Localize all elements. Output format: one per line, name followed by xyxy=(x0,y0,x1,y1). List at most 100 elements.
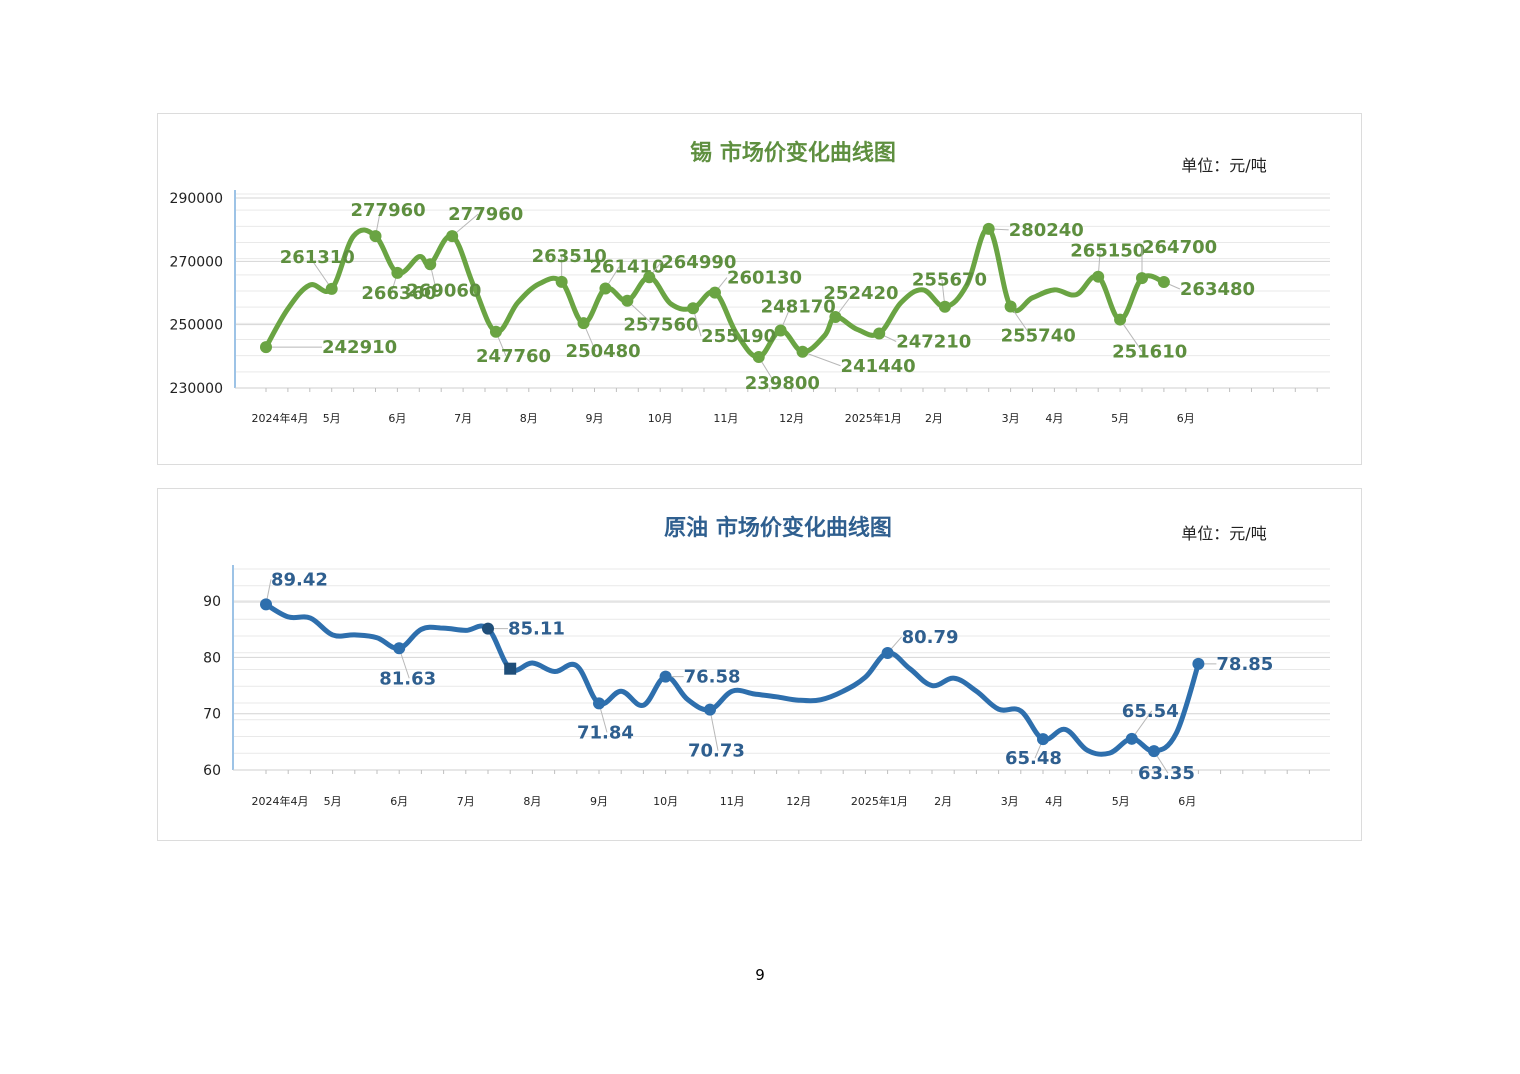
data-point xyxy=(982,222,995,235)
data-label: 65.48 xyxy=(1005,748,1062,769)
x-tick-label: 2024年4月 xyxy=(252,794,309,808)
x-tick-label: 4月 xyxy=(1045,795,1063,808)
x-tick-label: 6月 xyxy=(388,412,406,425)
data-label: 263510 xyxy=(532,246,607,267)
data-point xyxy=(555,275,568,288)
page-number: 9 xyxy=(755,966,765,984)
x-tick-label: 11月 xyxy=(720,795,745,808)
chart-unit-label: 单位：元/吨 xyxy=(1181,156,1266,175)
x-tick-label: 7月 xyxy=(454,412,472,425)
data-point xyxy=(391,266,404,279)
x-tick-label: 10月 xyxy=(653,795,678,808)
chart-unit-label: 单位：元/吨 xyxy=(1181,524,1266,543)
data-label: 63.35 xyxy=(1138,763,1195,784)
data-point xyxy=(393,642,406,655)
data-label: 89.42 xyxy=(271,569,328,590)
x-tick-label: 9月 xyxy=(590,795,608,808)
data-label: 78.85 xyxy=(1216,654,1273,675)
data-label: 252420 xyxy=(823,283,898,304)
data-label: 269060 xyxy=(406,280,481,301)
data-point xyxy=(774,324,787,337)
y-tick-label: 90 xyxy=(203,594,221,610)
data-label: 265150 xyxy=(1070,241,1145,262)
data-label: 264990 xyxy=(661,252,736,273)
data-label: 277960 xyxy=(351,200,426,221)
data-label: 250480 xyxy=(566,341,641,362)
x-tick-label: 5月 xyxy=(1112,795,1130,808)
data-label: 264700 xyxy=(1142,237,1217,258)
data-point xyxy=(708,286,721,299)
data-label: 81.63 xyxy=(379,668,436,689)
x-tick-label: 6月 xyxy=(1178,795,1196,808)
data-label: 76.58 xyxy=(684,667,741,688)
data-point xyxy=(260,598,272,611)
data-label: 71.84 xyxy=(577,722,634,743)
data-point xyxy=(1004,300,1017,313)
data-point xyxy=(704,703,716,716)
y-tick-label: 70 xyxy=(203,707,221,723)
crude-oil-price-chart: 原油 市场价变化曲线图 单位：元/吨 60 70 80 90 2024年4月 5月 6月 7月 8月… xyxy=(203,515,1330,808)
y-tick-label: 290000 xyxy=(170,191,223,207)
x-tick-label: 3月 xyxy=(1002,412,1020,425)
x-tick-label: 11月 xyxy=(713,412,738,425)
x-tick-label: 4月 xyxy=(1045,412,1063,425)
label-leader-line xyxy=(709,709,719,751)
x-tick-label: 3月 xyxy=(1001,795,1019,808)
y-tick-label: 270000 xyxy=(170,254,223,270)
data-point xyxy=(1114,313,1127,326)
data-label: 247760 xyxy=(476,346,551,367)
data-point xyxy=(687,302,700,315)
y-tick-label: 60 xyxy=(203,763,221,779)
data-label: 248170 xyxy=(761,296,836,317)
x-tick-label: 2月 xyxy=(934,795,952,808)
data-point xyxy=(1136,272,1148,285)
data-label: 260130 xyxy=(727,268,802,289)
data-label: 266360 xyxy=(361,283,436,304)
data-point xyxy=(643,271,656,284)
data-label: 85.11 xyxy=(508,619,565,640)
chart-title: 原油 市场价变化曲线图 xyxy=(664,515,892,541)
x-tick-label: 12月 xyxy=(786,795,811,808)
x-tick-label: 5月 xyxy=(324,795,342,808)
data-label: 255740 xyxy=(1001,325,1076,346)
data-label: 280240 xyxy=(1009,220,1084,241)
data-label: 239800 xyxy=(745,373,820,394)
y-tick-label: 230000 xyxy=(170,381,223,397)
data-point xyxy=(873,327,886,340)
data-point xyxy=(325,282,338,295)
data-point xyxy=(577,317,590,330)
data-label: 242910 xyxy=(322,337,397,358)
data-point xyxy=(796,345,809,358)
x-tick-label: 5月 xyxy=(323,412,341,425)
label-leader-line xyxy=(1119,319,1143,352)
y-tick-label: 80 xyxy=(203,650,221,666)
data-point-marker xyxy=(504,662,517,675)
data-label: 257560 xyxy=(623,315,698,336)
data-label: 241440 xyxy=(841,356,916,377)
x-tick-label: 9月 xyxy=(586,412,604,425)
data-label: 277960 xyxy=(448,204,523,225)
data-point xyxy=(621,294,634,307)
data-point xyxy=(752,350,765,363)
x-tick-label: 2025年1月 xyxy=(851,794,908,808)
data-label: 263480 xyxy=(1180,279,1255,300)
data-point xyxy=(489,325,502,338)
data-label: 255670 xyxy=(912,270,987,291)
data-point xyxy=(829,311,842,324)
data-point xyxy=(1125,732,1138,745)
data-point xyxy=(1157,275,1170,288)
x-tick-label: 5月 xyxy=(1111,412,1129,425)
label-leader-line xyxy=(309,256,333,290)
data-point xyxy=(446,230,459,243)
data-label: 255190 xyxy=(701,326,776,347)
x-tick-label: 2月 xyxy=(925,412,943,425)
y-tick-label: 250000 xyxy=(170,318,223,334)
crude-oil-price-chart-panel: 原油 市场价变化曲线图 单位：元/吨 60 70 80 90 2024年4月 5月 6月 7月 8月… xyxy=(157,488,1362,841)
x-tick-label: 6月 xyxy=(390,795,408,808)
data-point xyxy=(482,622,494,635)
data-label: 247210 xyxy=(896,332,971,353)
data-point xyxy=(1192,657,1205,670)
data-point xyxy=(1092,270,1105,283)
x-tick-label: 12月 xyxy=(779,412,804,425)
data-point xyxy=(424,258,437,271)
